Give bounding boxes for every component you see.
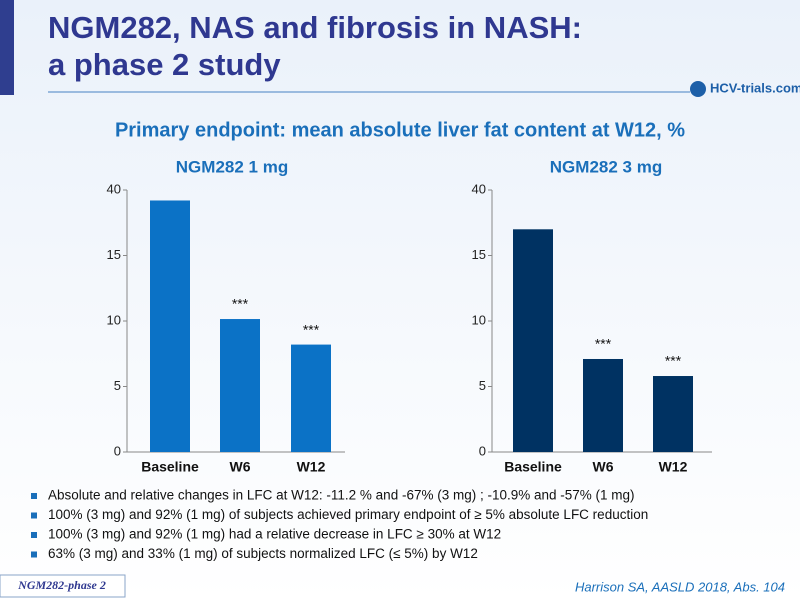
title-accent xyxy=(0,0,14,95)
bullet-text: 100% (3 mg) and 92% (1 mg) had a relativ… xyxy=(48,527,501,542)
y-tick-label: 10 xyxy=(107,312,121,327)
bullet-text: Absolute and relative changes in LFC at … xyxy=(48,488,635,503)
x-tick-label: Baseline xyxy=(504,459,562,475)
significance-label: *** xyxy=(595,336,612,352)
y-tick-label: 0 xyxy=(114,443,121,458)
bar xyxy=(653,376,693,452)
significance-label: *** xyxy=(232,296,249,312)
significance-label: *** xyxy=(303,321,320,337)
chart-title: NGM282 3 mg xyxy=(550,157,662,176)
citation: Harrison SA, AASLD 2018, Abs. 104 xyxy=(575,579,785,594)
subtitle: Primary endpoint: mean absolute liver fa… xyxy=(115,119,685,141)
x-tick-label: W12 xyxy=(659,459,688,475)
y-tick-label: 5 xyxy=(114,378,121,393)
y-tick-label: 40 xyxy=(472,181,486,196)
x-tick-label: W6 xyxy=(230,459,251,475)
bullet-text: 63% (3 mg) and 33% (1 mg) of subjects no… xyxy=(48,546,478,561)
x-tick-label: W12 xyxy=(297,459,326,475)
title: a phase 2 study xyxy=(48,47,281,82)
title: NGM282, NAS and fibrosis in NASH: xyxy=(48,10,582,45)
y-tick-label: 5 xyxy=(479,378,486,393)
y-tick-label: 15 xyxy=(107,247,121,262)
bar xyxy=(150,200,190,452)
logo-icon xyxy=(690,81,706,97)
bar xyxy=(220,319,260,452)
x-tick-label: W6 xyxy=(593,459,614,475)
bullet-marker xyxy=(31,551,37,558)
bar xyxy=(513,229,553,452)
bullet-text: 100% (3 mg) and 92% (1 mg) of subjects a… xyxy=(48,507,648,522)
footer-tag: NGM282-phase 2 xyxy=(17,578,106,592)
y-tick-label: 40 xyxy=(107,181,121,196)
significance-label: *** xyxy=(665,353,682,369)
x-tick-label: Baseline xyxy=(141,459,199,475)
y-tick-label: 10 xyxy=(472,312,486,327)
y-tick-label: 0 xyxy=(479,443,486,458)
footer-tag-box xyxy=(0,574,126,598)
logo: HCV-trials.com xyxy=(710,80,800,95)
bullet-marker xyxy=(31,493,37,499)
y-tick-label: 15 xyxy=(472,247,486,262)
bullet-marker xyxy=(31,512,37,519)
chart-title: NGM282 1 mg xyxy=(176,157,288,176)
bullet-marker xyxy=(31,532,37,538)
bar xyxy=(583,358,623,452)
bar xyxy=(291,344,331,452)
